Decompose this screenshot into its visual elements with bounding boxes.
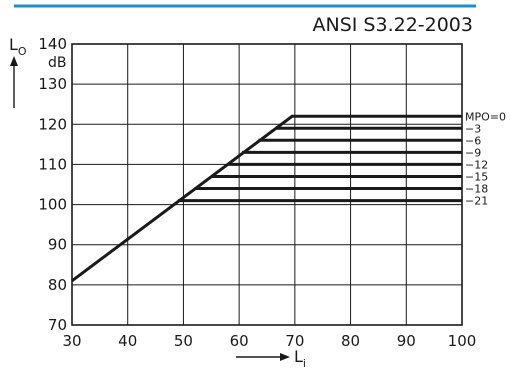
x-tick-label: 50 (174, 332, 193, 350)
x-tick-label: 30 (62, 332, 81, 350)
y-tick-label: 100 (38, 196, 67, 214)
y-tick-label: 80 (48, 276, 67, 294)
y-tick-label: 140 (38, 35, 67, 53)
series-label: −9 (465, 146, 481, 159)
chart-title: ANSI S3.22-2003 (313, 14, 474, 36)
plot-area: 30 40 50 60 70 80 90 100 70 80 90 100 110 120 130 140 MP… (38, 35, 506, 350)
y-tick-label: 130 (38, 75, 67, 93)
y-tick-label: 90 (48, 236, 67, 254)
x-tick-label: 40 (118, 332, 137, 350)
x-tick-label: 70 (285, 332, 304, 350)
y-tick-label: 110 (38, 155, 67, 173)
series-line (71, 114, 462, 283)
series-label: −18 (465, 183, 488, 196)
series-label: −3 (465, 122, 481, 135)
plot-frame (71, 43, 463, 326)
y-tick-label: 70 (48, 316, 67, 334)
series-label: MPO=0 (465, 110, 506, 123)
series-label: −15 (465, 170, 488, 183)
series-label: −12 (465, 158, 488, 171)
series-label: −21 (465, 195, 488, 208)
x-tick-label: 60 (230, 332, 249, 350)
y-tick-label: 120 (38, 115, 67, 133)
x-tick-label: 90 (397, 332, 416, 350)
x-axis-label: Li (294, 347, 306, 370)
y-axis-unit: dB (48, 55, 67, 71)
x-axis-arrow-icon (236, 353, 290, 361)
y-axis-label: LO (9, 35, 27, 58)
x-tick-label: 100 (448, 332, 477, 350)
x-tick-label: 80 (341, 332, 360, 350)
series-label: −6 (465, 134, 481, 147)
y-axis-arrow-icon (10, 56, 18, 108)
